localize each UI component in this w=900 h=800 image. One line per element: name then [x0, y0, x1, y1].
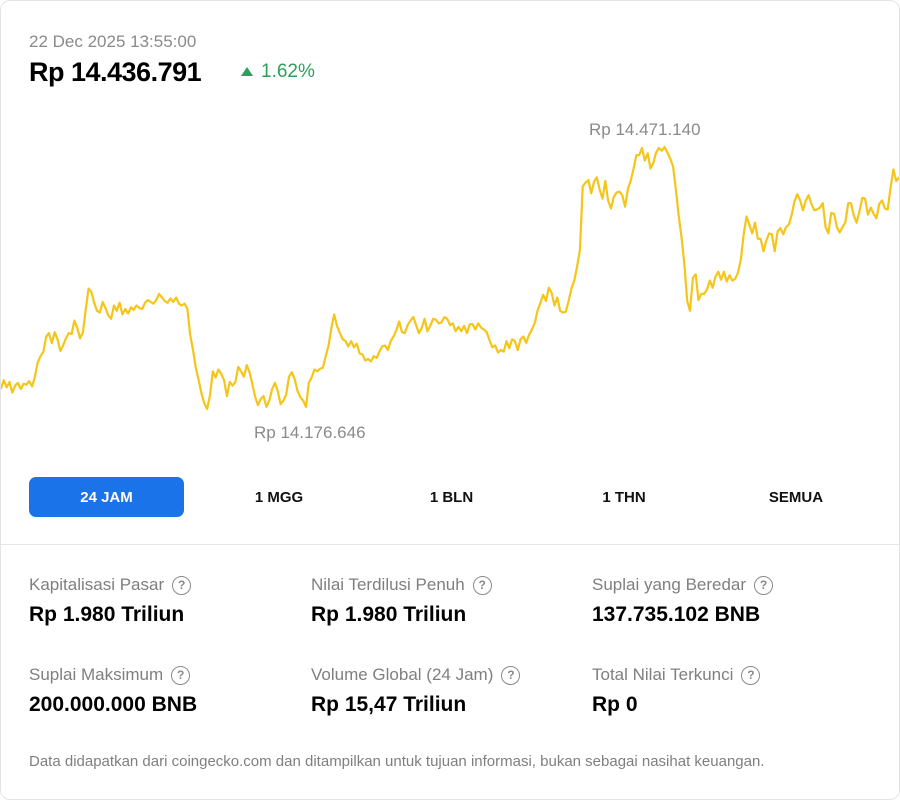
stat-label: Suplai yang Beredar [592, 575, 747, 594]
range-button-24h[interactable]: 24 JAM [29, 477, 184, 517]
range-button-all[interactable]: SEMUA [768, 488, 824, 506]
stat-tvl: Total Nilai Terkunci? Rp 0 [592, 665, 862, 717]
time-range-selector: 24 JAM 1 MGG 1 BLN 1 THN SEMUA [29, 477, 873, 517]
stat-label: Suplai Maksimum [29, 665, 164, 684]
stat-value: Rp 15,47 Triliun [311, 693, 467, 716]
price-change: 1.62% [241, 61, 315, 83]
stat-fdv: Nilai Terdilusi Penuh? Rp 1.980 Triliun [311, 575, 581, 627]
stat-max-supply: Suplai Maksimum? 200.000.000 BNB [29, 665, 299, 717]
range-button-1y[interactable]: 1 THN [602, 488, 646, 506]
question-icon[interactable]: ? [501, 665, 521, 685]
stat-value: 200.000.000 BNB [29, 693, 198, 716]
stat-value: Rp 0 [592, 693, 638, 716]
stat-market-cap: Kapitalisasi Pasar? Rp 1.980 Triliun [29, 575, 299, 627]
question-icon[interactable]: ? [171, 665, 191, 685]
question-icon[interactable]: ? [172, 575, 192, 595]
disclaimer-text: Data didapatkan dari coingecko.com dan d… [29, 753, 765, 770]
price-chart[interactable] [1, 111, 899, 451]
stat-value: Rp 1.980 Triliun [29, 603, 185, 626]
range-button-1w[interactable]: 1 MGG [254, 488, 304, 506]
triangle-up-icon [241, 67, 253, 76]
range-button-1m[interactable]: 1 BLN [429, 488, 474, 506]
current-price: Rp 14.436.791 [29, 57, 202, 87]
stat-circulating-supply: Suplai yang Beredar? 137.735.102 BNB [592, 575, 862, 627]
chart-low-label: Rp 14.176.646 [254, 423, 366, 442]
question-icon[interactable]: ? [472, 575, 492, 595]
question-icon[interactable]: ? [741, 665, 761, 685]
question-icon[interactable]: ? [754, 575, 774, 595]
price-change-percent: 1.62% [261, 61, 315, 82]
timestamp: 22 Dec 2025 13:55:00 [29, 32, 197, 51]
stat-global-volume: Volume Global (24 Jam)? Rp 15,47 Triliun [311, 665, 581, 717]
stat-value: Rp 1.980 Triliun [311, 603, 467, 626]
section-divider [1, 544, 899, 545]
stat-label: Kapitalisasi Pasar [29, 575, 165, 594]
stat-value: 137.735.102 BNB [592, 603, 761, 626]
stat-label: Nilai Terdilusi Penuh [311, 575, 465, 594]
stat-label: Volume Global (24 Jam) [311, 665, 494, 684]
stat-label: Total Nilai Terkunci [592, 665, 734, 684]
chart-high-label: Rp 14.471.140 [589, 120, 701, 139]
price-line [1, 145, 899, 411]
